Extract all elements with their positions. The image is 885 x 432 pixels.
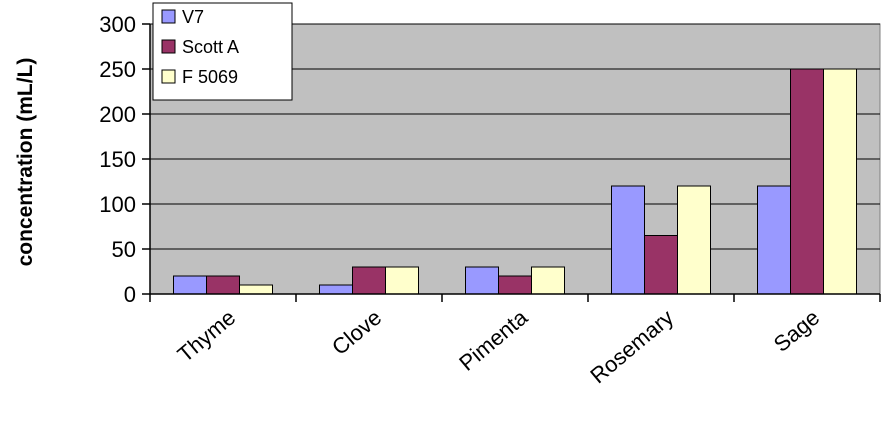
bar-rosemary-scott-a [644, 235, 678, 295]
legend-swatch [161, 39, 176, 54]
bar-clove-scott-a [352, 266, 386, 295]
x-axis-labels: Thyme Clove Pimenta Rosemary Sage [149, 294, 881, 389]
x-tick-label: Thyme [173, 305, 241, 367]
legend: V7 Scott A F 5069 [152, 2, 293, 101]
bar-sage-f-5069 [823, 68, 857, 295]
y-tick-label: 300 [99, 12, 136, 37]
x-tick-label: Clove [327, 305, 386, 360]
y-tick-label: 100 [99, 192, 136, 217]
y-tick-label: 250 [99, 57, 136, 82]
bar-rosemary-v7 [611, 185, 645, 295]
legend-label: V7 [182, 7, 204, 27]
y-axis-title: concentration (mL/L) [14, 58, 37, 267]
x-tick-label: Rosemary [585, 305, 678, 389]
legend-label: Scott A [182, 37, 239, 57]
bar-rosemary-f-5069 [677, 185, 711, 295]
x-tick-label: Sage [769, 305, 824, 357]
bar-thyme-scott-a [206, 275, 240, 295]
bar-thyme-f-5069 [239, 284, 273, 295]
bar-clove-v7 [319, 284, 353, 295]
y-tick-label: 200 [99, 102, 136, 127]
legend-box [152, 2, 293, 101]
bar-pimenta-f-5069 [531, 266, 565, 295]
legend-label: F 5069 [182, 67, 238, 87]
y-tick-label: 150 [99, 147, 136, 172]
y-tick-label: 0 [124, 282, 136, 307]
legend-swatch [161, 69, 176, 84]
bars [173, 68, 857, 295]
bar-pimenta-v7 [465, 266, 499, 295]
bar-sage-v7 [757, 185, 791, 295]
bar-thyme-v7 [173, 275, 207, 295]
y-axis-ticks: 0 50 100 150 200 250 300 [99, 12, 150, 307]
bar-sage-scott-a [790, 68, 824, 295]
y-tick-label: 50 [112, 237, 136, 262]
legend-swatch [161, 9, 176, 24]
bar-clove-f-5069 [385, 266, 419, 295]
bar-pimenta-scott-a [498, 275, 532, 295]
x-tick-label: Pimenta [454, 304, 532, 376]
